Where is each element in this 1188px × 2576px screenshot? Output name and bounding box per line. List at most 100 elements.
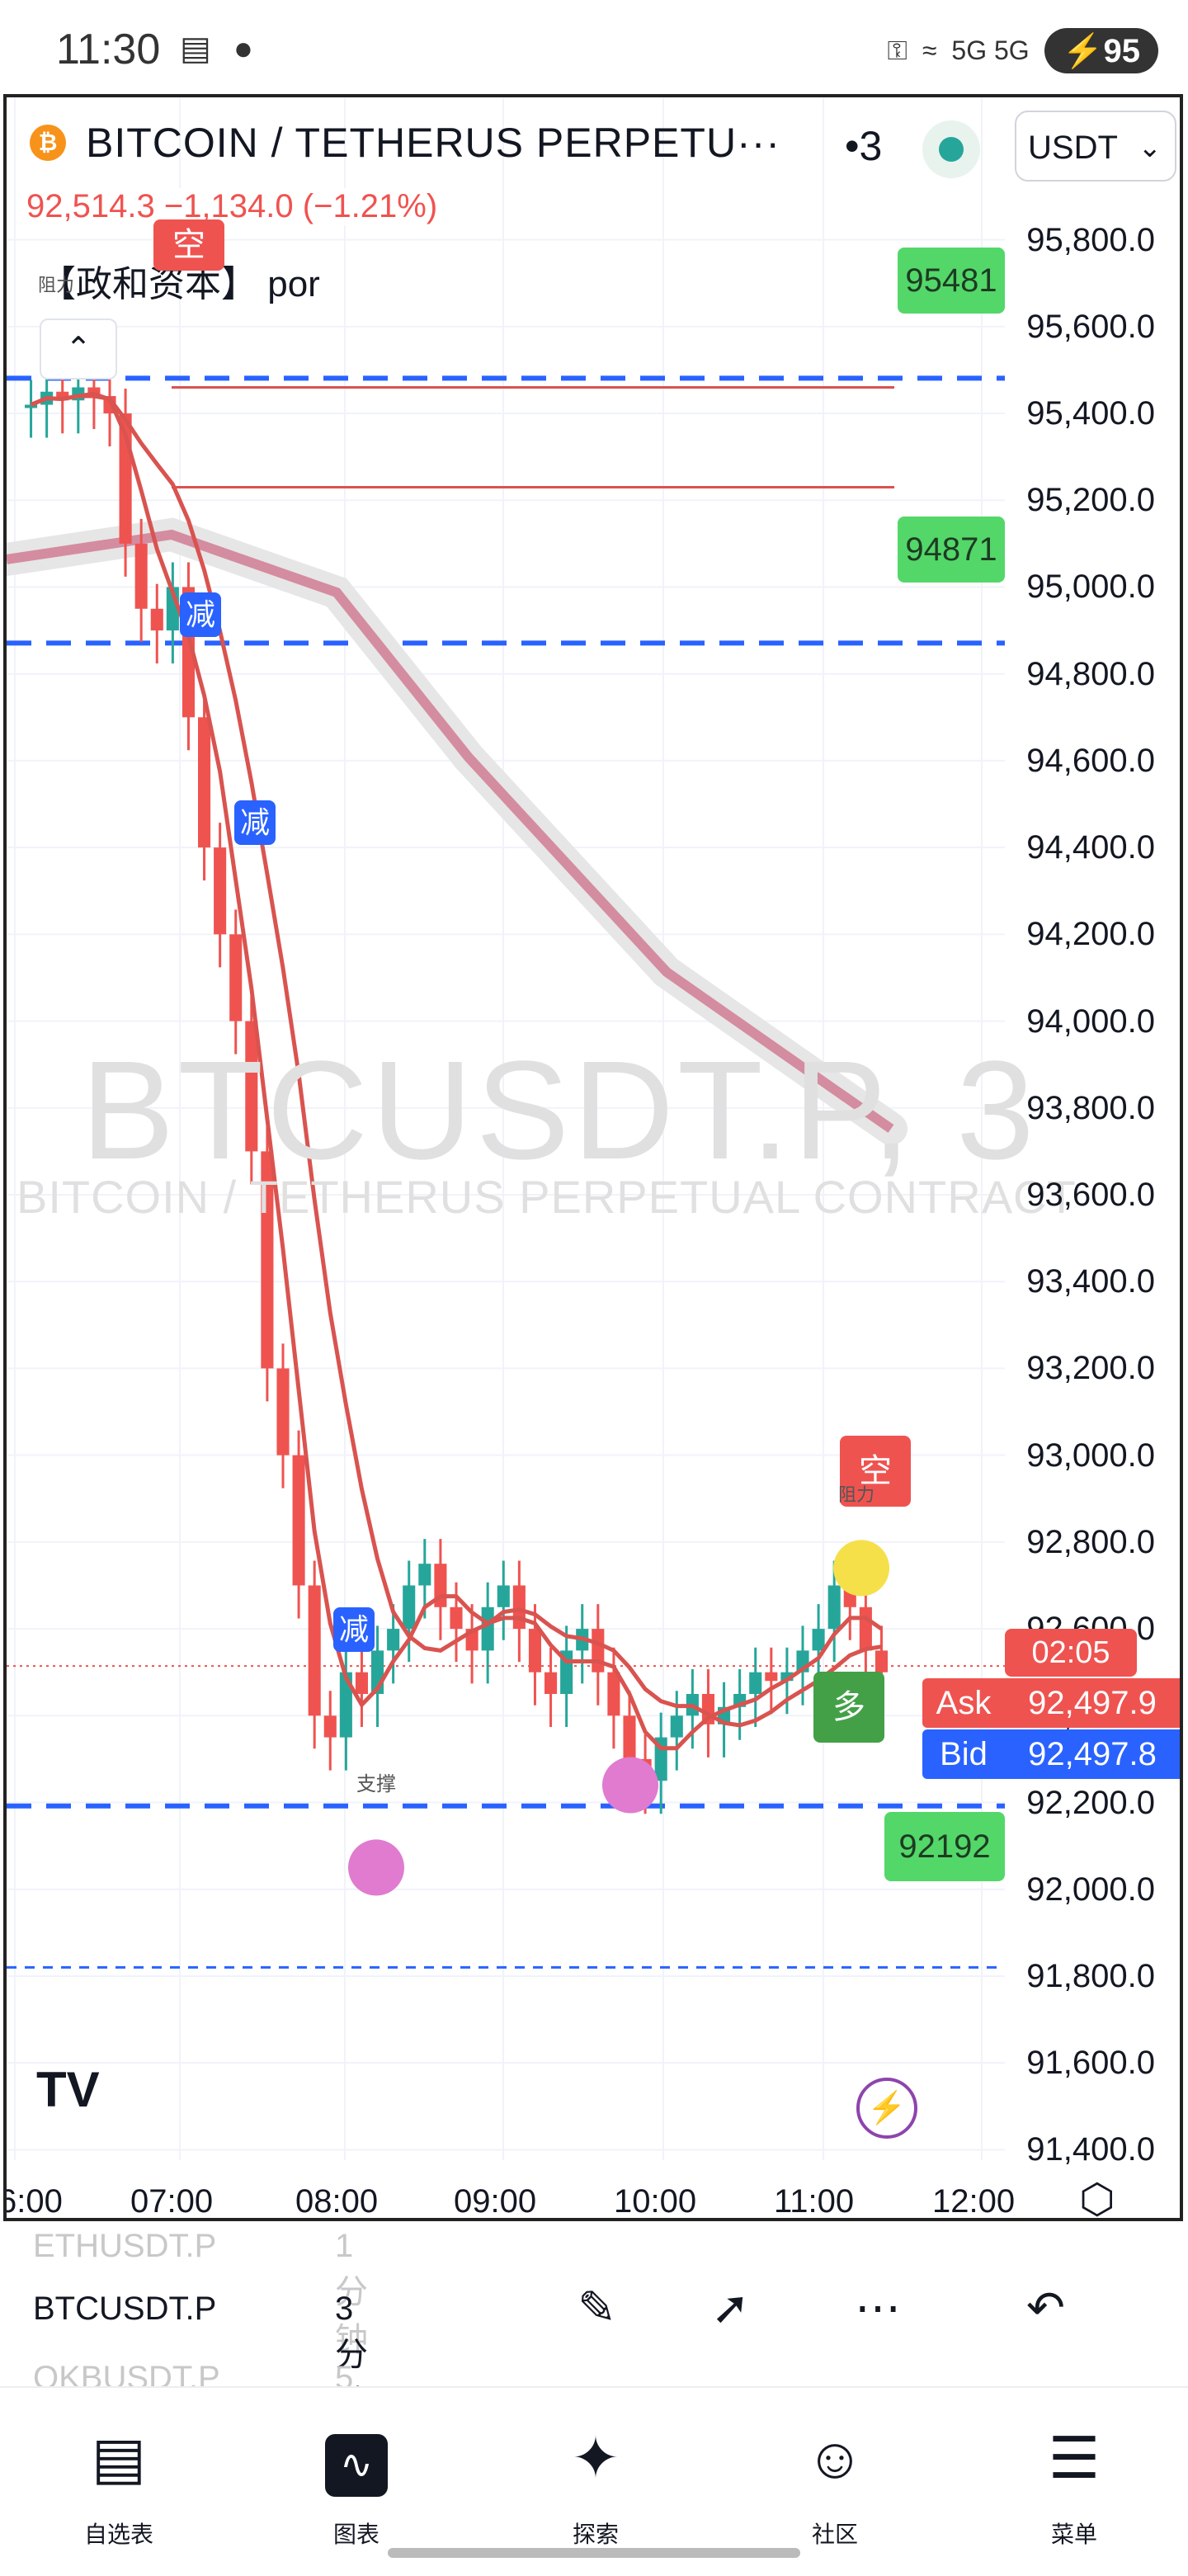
battery-level: 95 bbox=[1103, 33, 1141, 69]
price-axis-label: 94,000.0 bbox=[1026, 1003, 1155, 1040]
long-ma-line bbox=[7, 529, 894, 1133]
status-time: 11:30 bbox=[56, 26, 161, 73]
short-signal-top: 空 bbox=[153, 219, 224, 271]
key-icon: ⚿ bbox=[887, 35, 908, 65]
market-status-icon[interactable] bbox=[922, 120, 980, 178]
price-axis-label: 92,200.0 bbox=[1026, 1784, 1155, 1821]
currency-label: USDT bbox=[1028, 130, 1118, 166]
candle-body bbox=[403, 1585, 416, 1630]
reduce-signal-3: 减 bbox=[333, 1607, 375, 1652]
undo-icon[interactable]: ↶ bbox=[1026, 2281, 1065, 2333]
home-indicator[interactable] bbox=[388, 2548, 800, 2558]
wifi-icon: ≈ bbox=[922, 35, 937, 65]
candle-body bbox=[261, 1151, 274, 1369]
chevron-down-icon: ⌄ bbox=[1138, 132, 1162, 163]
candle-body bbox=[339, 1672, 352, 1738]
more-icon[interactable]: ⋯ bbox=[855, 2281, 901, 2333]
chart-toolbar: ETHUSDT.P 1分钟 BTCUSDT.P 3分钟 OKBUSDT.P 5分… bbox=[0, 2228, 1188, 2490]
candle-body bbox=[780, 1672, 794, 1682]
candle-body bbox=[276, 1368, 290, 1455]
menu-icon: ☰ bbox=[1048, 2426, 1101, 2490]
symbol-header[interactable]: ₿ BITCOIN / TETHERUS PERPETU··· bbox=[30, 119, 780, 167]
symbol-name: BTCUSDT.P bbox=[33, 2291, 217, 2327]
trendline-icon[interactable]: ➚ bbox=[711, 2281, 750, 2333]
candle-body bbox=[497, 1585, 510, 1607]
nav-chart[interactable]: ∿ 图表 bbox=[282, 2421, 431, 2550]
symbol-name: ETHUSDT.P bbox=[33, 2228, 217, 2264]
resistance-label-left: 阻力 bbox=[38, 275, 75, 295]
time-axis-label: 07:00 bbox=[130, 2183, 214, 2220]
long-signal: 多 bbox=[813, 1672, 884, 1743]
candle-body bbox=[323, 1715, 337, 1738]
watermark-name: BITCOIN / TETHERUS PERPETUAL CONTRACT bbox=[16, 1171, 1077, 1223]
candle-countdown: 02:05 bbox=[1005, 1629, 1137, 1677]
nav-watchlist[interactable]: ▤ 自选表 bbox=[45, 2421, 193, 2550]
currency-selector[interactable]: USDT ⌄ bbox=[1015, 111, 1176, 182]
candle-body bbox=[198, 717, 211, 848]
price-axis-label: 92,000.0 bbox=[1026, 1871, 1155, 1908]
price-chart[interactable] bbox=[7, 97, 1180, 2218]
price-axis-label: 94,600.0 bbox=[1026, 742, 1155, 779]
price-axis-label: 94,200.0 bbox=[1026, 916, 1155, 953]
nav-label: 探索 bbox=[572, 2522, 619, 2547]
price-axis-label: 92,800.0 bbox=[1026, 1523, 1155, 1560]
pencil-draw-icon[interactable]: ✎ bbox=[578, 2281, 616, 2333]
watchlist-icon: ▤ bbox=[91, 2426, 147, 2490]
signal-icon: 5G 5G bbox=[951, 35, 1030, 65]
candle-body bbox=[229, 934, 243, 1021]
time-axis-label: 12:00 bbox=[932, 2183, 1016, 2220]
ask-price: 92,497.9 bbox=[1005, 1678, 1180, 1728]
reduce-signal-1: 减 bbox=[180, 592, 221, 637]
time-axis-label: 08:00 bbox=[295, 2183, 379, 2220]
candle-body bbox=[25, 404, 38, 408]
price-axis-label: 95,600.0 bbox=[1026, 308, 1155, 345]
price-axis-label: 93,400.0 bbox=[1026, 1263, 1155, 1300]
collapse-legend-button[interactable]: ⌃ bbox=[40, 318, 117, 380]
level-tag-low: 92192 bbox=[884, 1812, 1005, 1881]
price-axis-label: 93,800.0 bbox=[1026, 1089, 1155, 1126]
tradingview-logo-icon: TV bbox=[36, 2062, 100, 2117]
support-label: 支撑 bbox=[356, 1773, 396, 1795]
time-axis-label: 6:00 bbox=[3, 2183, 63, 2220]
price-axis-label: 95,200.0 bbox=[1026, 482, 1155, 519]
time-axis-label: 10:00 bbox=[614, 2183, 697, 2220]
price-axis-label: 95,400.0 bbox=[1026, 395, 1155, 432]
candle-body bbox=[87, 387, 101, 396]
nav-menu[interactable]: ☰ 菜单 bbox=[1000, 2421, 1148, 2550]
lightning-icon[interactable]: ⚡ bbox=[856, 2078, 917, 2139]
candle-body bbox=[481, 1606, 494, 1651]
candle-body bbox=[765, 1672, 778, 1682]
candle-body bbox=[670, 1715, 683, 1738]
price-change: −1,134.0 (−1.21%) bbox=[163, 188, 438, 224]
symbol-title[interactable]: BITCOIN / TETHERUS PERPETU··· bbox=[86, 120, 781, 166]
candle-body bbox=[214, 847, 227, 935]
notification-icons: ▤ ● bbox=[180, 31, 261, 67]
symbol-interval: 1分钟 bbox=[335, 2228, 368, 2358]
candle-body bbox=[528, 1629, 541, 1673]
chart-icon: ∿ bbox=[282, 2421, 431, 2497]
community-icon: ☺ bbox=[805, 2426, 865, 2490]
indicator-legend[interactable]: 【政和资本】 por bbox=[40, 264, 320, 304]
settings-hexagon-icon[interactable]: ⬡ bbox=[1079, 2176, 1115, 2221]
compass-icon: ✦ bbox=[571, 2426, 620, 2490]
interval-selector[interactable]: •3 bbox=[845, 123, 883, 169]
watermark-ticker: BTCUSDT.P, 3 bbox=[81, 1032, 1038, 1189]
time-axis-label: 11:00 bbox=[774, 2183, 855, 2220]
candle-body bbox=[544, 1672, 558, 1694]
candle-body bbox=[623, 1715, 636, 1759]
candle-body bbox=[56, 391, 69, 401]
resistance-label: 阻力 bbox=[838, 1484, 875, 1505]
nav-explore[interactable]: ✦ 探索 bbox=[521, 2421, 670, 2550]
price-axis-label: 93,000.0 bbox=[1026, 1437, 1155, 1474]
candle-body bbox=[387, 1629, 400, 1651]
price-axis-label: 91,800.0 bbox=[1026, 1957, 1155, 1994]
chart-frame[interactable]: BTCUSDT.P, 3 BITCOIN / TETHERUS PERPETUA… bbox=[3, 94, 1183, 2221]
nav-community[interactable]: ☺ 社区 bbox=[761, 2421, 909, 2550]
support-circle bbox=[348, 1839, 404, 1896]
candle-body bbox=[308, 1585, 321, 1716]
candle-body bbox=[592, 1629, 605, 1673]
battery-icon: ⚡95 bbox=[1044, 28, 1158, 73]
status-right: ⚿ ≈ 5G 5G ⚡95 bbox=[887, 28, 1158, 73]
candle-body bbox=[749, 1672, 762, 1694]
level-tag-mid: 94871 bbox=[898, 517, 1005, 583]
